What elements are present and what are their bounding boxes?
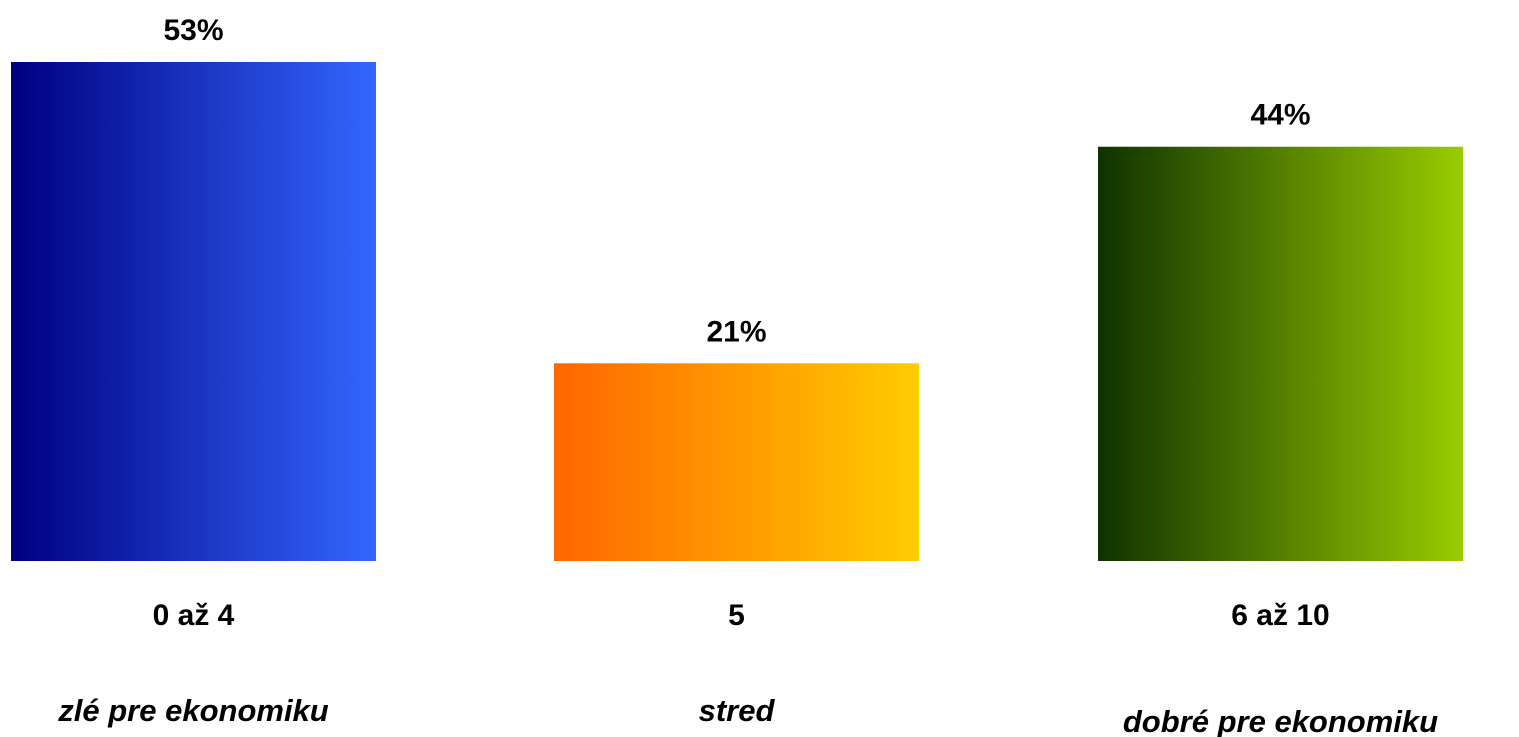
category-label-1: 5 — [728, 599, 745, 632]
description-label-2: dobré pre ekonomiku — [1123, 704, 1438, 737]
bar-0 — [11, 62, 376, 561]
bar-2 — [1098, 146, 1463, 562]
bars-layer — [11, 62, 1463, 562]
description-label-1: stred — [699, 693, 776, 728]
category-label-2: 6 až 10 — [1231, 599, 1329, 632]
value-label-0: 53% — [163, 14, 223, 47]
category-label-0: 0 až 4 — [153, 599, 235, 632]
labels-layer: 53% 0 až 4 zlé pre ekonomiku 21% 5 stred 44% 6 … — [57, 14, 1438, 737]
value-label-2: 44% — [1250, 99, 1310, 132]
bar-1 — [554, 363, 919, 561]
description-label-0: zlé pre ekonomiku — [57, 693, 329, 728]
value-label-1: 21% — [706, 315, 766, 348]
